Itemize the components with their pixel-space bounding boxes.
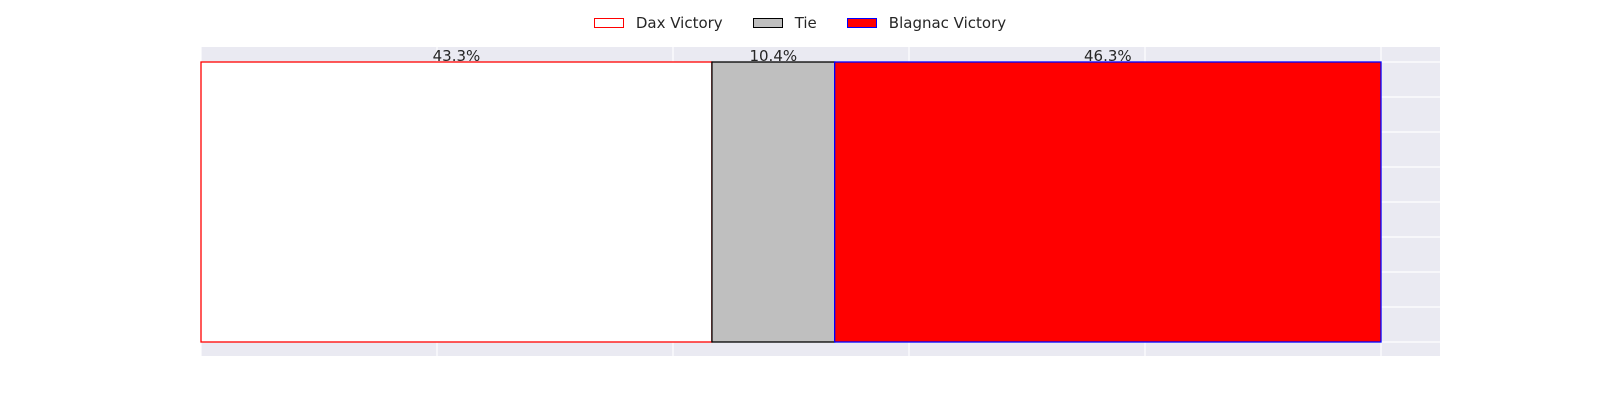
bar-segment-tie	[711, 61, 836, 343]
bar-segments	[200, 61, 1382, 343]
legend-label-dax-victory: Dax Victory	[635, 14, 723, 32]
legend-item-dax-victory: Dax Victory	[593, 14, 723, 32]
data-label-tie: 10.4%	[749, 47, 797, 65]
legend-label-blagnac-victory: Blagnac Victory	[888, 14, 1007, 32]
legend-swatch-blagnac-victory	[846, 18, 877, 28]
legend-label-tie: Tie	[794, 14, 817, 32]
bar-segment-blagnac-victory	[834, 61, 1382, 343]
legend-item-tie: Tie	[752, 14, 817, 32]
data-label-blagnac-victory: 46.3%	[1084, 47, 1132, 65]
data-labels: 43.3% 10.4% 46.3%	[433, 47, 1132, 65]
legend-swatch-tie	[752, 18, 783, 28]
legend-swatch-dax-victory	[593, 18, 624, 28]
chart-legend: Dax Victory Tie Blagnac Victory	[0, 14, 1600, 32]
legend-item-blagnac-victory: Blagnac Victory	[846, 14, 1007, 32]
data-label-dax-victory: 43.3%	[433, 47, 481, 65]
bar-segment-dax-victory	[200, 61, 713, 343]
